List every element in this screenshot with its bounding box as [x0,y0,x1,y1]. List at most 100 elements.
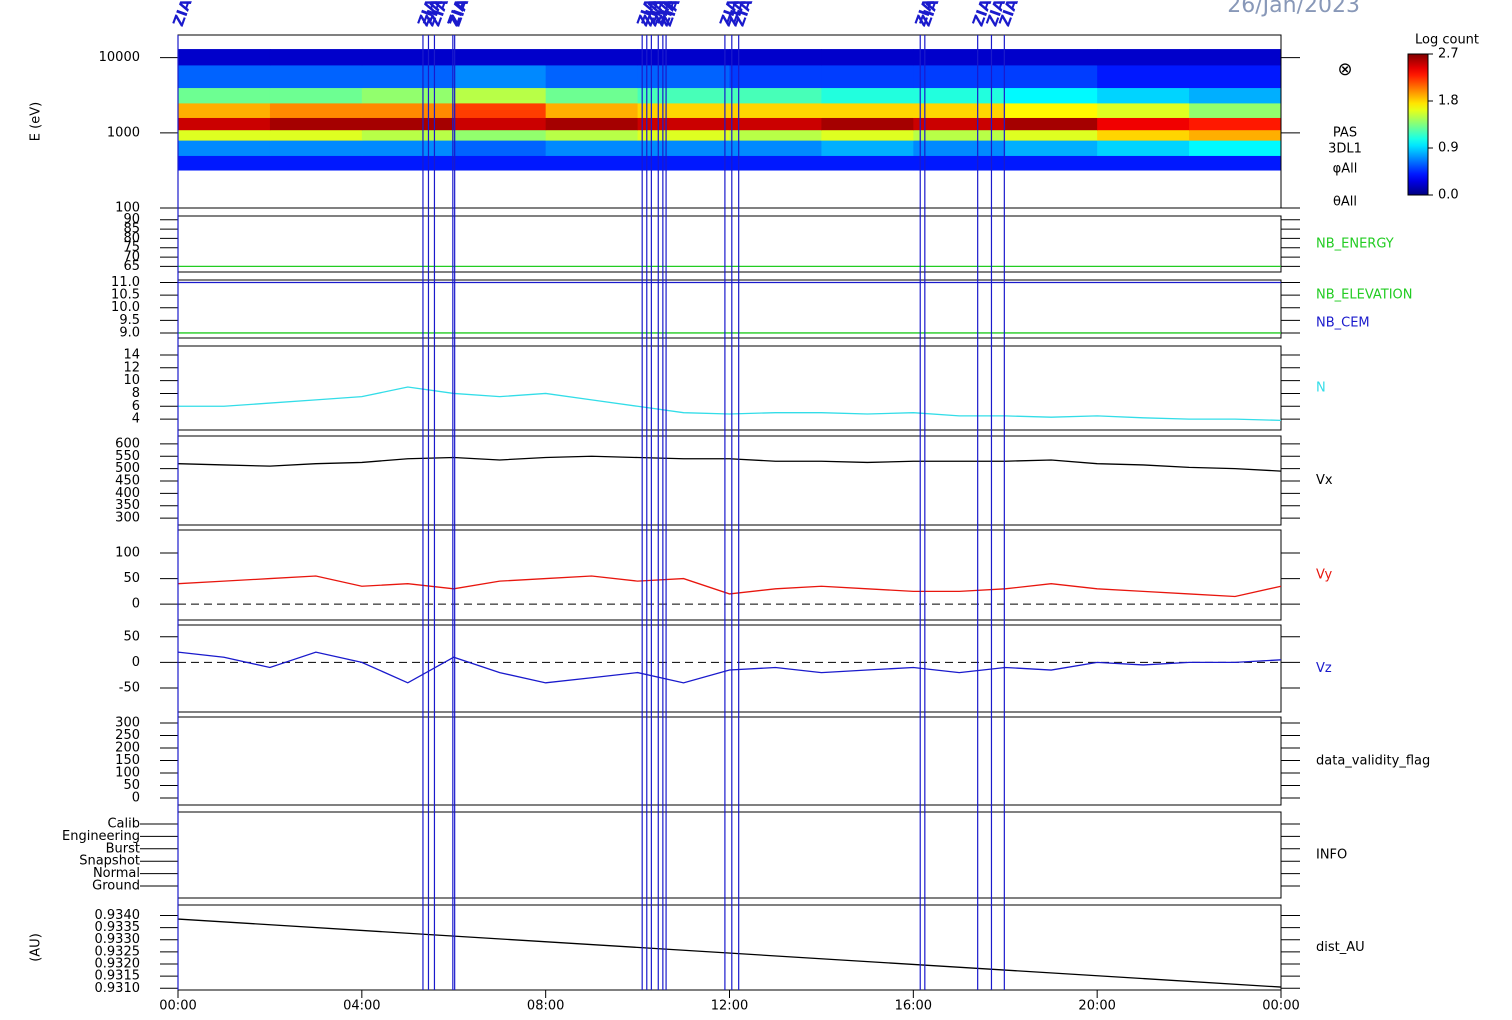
colorbar-tick-label: 0.9 [1438,141,1459,156]
panel-frame [177,215,1282,273]
spectrogram-cell [821,49,914,66]
y-tick-label: 0.9340 [95,908,141,923]
spectrogram-cell [1097,117,1190,131]
x-tick-label: 16:00 [895,999,932,1014]
spectrogram-cell [545,140,639,156]
y-tick-label: 50 [123,778,140,793]
y-tick-label: 0 [132,655,140,670]
spectrogram-cell [637,129,730,141]
spectrogram-cell [1189,140,1282,156]
y-tick-label: 600 [115,436,140,451]
spectrogram-cell [1189,102,1282,118]
spectrogram-cell [361,87,455,104]
y-tick-label: 50 [123,629,140,644]
spectrogram-cell [1097,102,1190,118]
spectrogram-cell [545,117,639,131]
y-tick-label: 14 [123,347,140,362]
spectrogram-cell [637,49,730,66]
spectrogram-cell [821,117,914,131]
x-tick-label: 20:00 [1078,999,1115,1014]
x-tick-label: 08:00 [527,999,564,1014]
y-tick-label: 550 [115,449,140,464]
y-tick-label: 0.9330 [95,932,141,947]
y-tick-label: 10000 [99,50,140,65]
y-tick-label: 0.9320 [95,957,141,972]
side-label: φAll [1333,162,1358,177]
spectrogram-cell [821,129,914,141]
y-tick-label: 400 [115,486,140,501]
category-label: Burst [106,841,140,856]
spectrogram-cell [913,49,1006,66]
y-tick-label: 100 [115,546,140,561]
series-line [177,918,1282,988]
spectrogram-cell [269,155,363,171]
panel-frame [177,345,1282,431]
spectrogram-cell [178,102,271,118]
spectrogram-cell [1005,155,1098,171]
panel-frame [177,435,1282,526]
spectrogram-cell [1097,64,1190,89]
spectrogram-cell [729,64,822,89]
spectrogram-cell [269,117,363,131]
y-axis-label: (AU) [29,933,44,962]
spectrogram-cell [178,64,271,89]
spectrogram-cell [729,102,822,118]
y-tick-label: 200 [115,741,140,756]
spectrogram-cell [821,102,914,118]
spectrogram-cell [821,155,914,171]
y-tick-label: 10 [123,373,140,388]
spectrogram-cell [637,155,730,171]
y-tick-label: 90 [123,212,140,227]
series-name: Vy [1316,568,1333,583]
spectrogram-cell [361,140,455,156]
y-tick-label: 4 [132,412,140,427]
spectrogram-cell [1005,87,1098,104]
spectrogram-cell [913,117,1006,131]
y-tick-label: 0 [132,791,140,806]
spectrogram-cell [913,129,1006,141]
spectrogram-cell [269,49,363,66]
x-tick-label: 00:00 [1262,999,1299,1014]
spectrogram-cell [178,155,271,171]
spectrogram-cell [637,117,730,131]
spectrogram-cell [269,140,363,156]
spectrogram-cell [637,87,730,104]
y-tick-label: 450 [115,473,140,488]
colorbar-tick-label: 0.0 [1438,188,1459,203]
y-tick-label: -50 [119,680,140,695]
series-name: Vz [1316,661,1332,676]
y-tick-label: 85 [123,222,140,237]
series-line [177,651,1282,684]
series-name: NB_ELEVATION [1316,288,1413,303]
y-tick-label: 10.0 [111,300,140,315]
spectrogram-cell [1005,140,1098,156]
panel-label: data_validity_flag [1316,754,1430,769]
spectrogram-cell [729,117,822,131]
spectrogram-cell [729,87,822,104]
x-tick-label: 00:00 [159,999,196,1014]
series-name: dist_AU [1316,940,1365,955]
spectrogram-cell [1097,155,1190,171]
spectrogram-cell [453,49,547,66]
spectrogram-cell [453,102,547,118]
y-tick-label: 11.0 [111,275,140,290]
spectrogram-cell [637,140,730,156]
colorbar-tick-label: 1.8 [1438,94,1459,109]
category-label: Snapshot [79,854,140,869]
spectrogram-cell [1189,87,1282,104]
spectrogram-cell [361,129,455,141]
spectrogram-cell [361,102,455,118]
panel-label: INFO [1316,848,1347,863]
spectrogram-cell [913,140,1006,156]
y-tick-label: 75 [123,240,140,255]
series-line [177,455,1282,472]
spectrogram-cell [1005,117,1098,131]
y-tick-label: 350 [115,498,140,513]
spectrogram-cell [545,64,639,89]
y-tick-label: 100 [115,201,140,216]
spectrogram-cell [1005,129,1098,141]
y-tick-label: 12 [123,360,140,375]
spectrogram-cell [1189,64,1282,89]
y-tick-label: 6 [132,399,140,414]
x-tick-label: 12:00 [711,999,748,1014]
